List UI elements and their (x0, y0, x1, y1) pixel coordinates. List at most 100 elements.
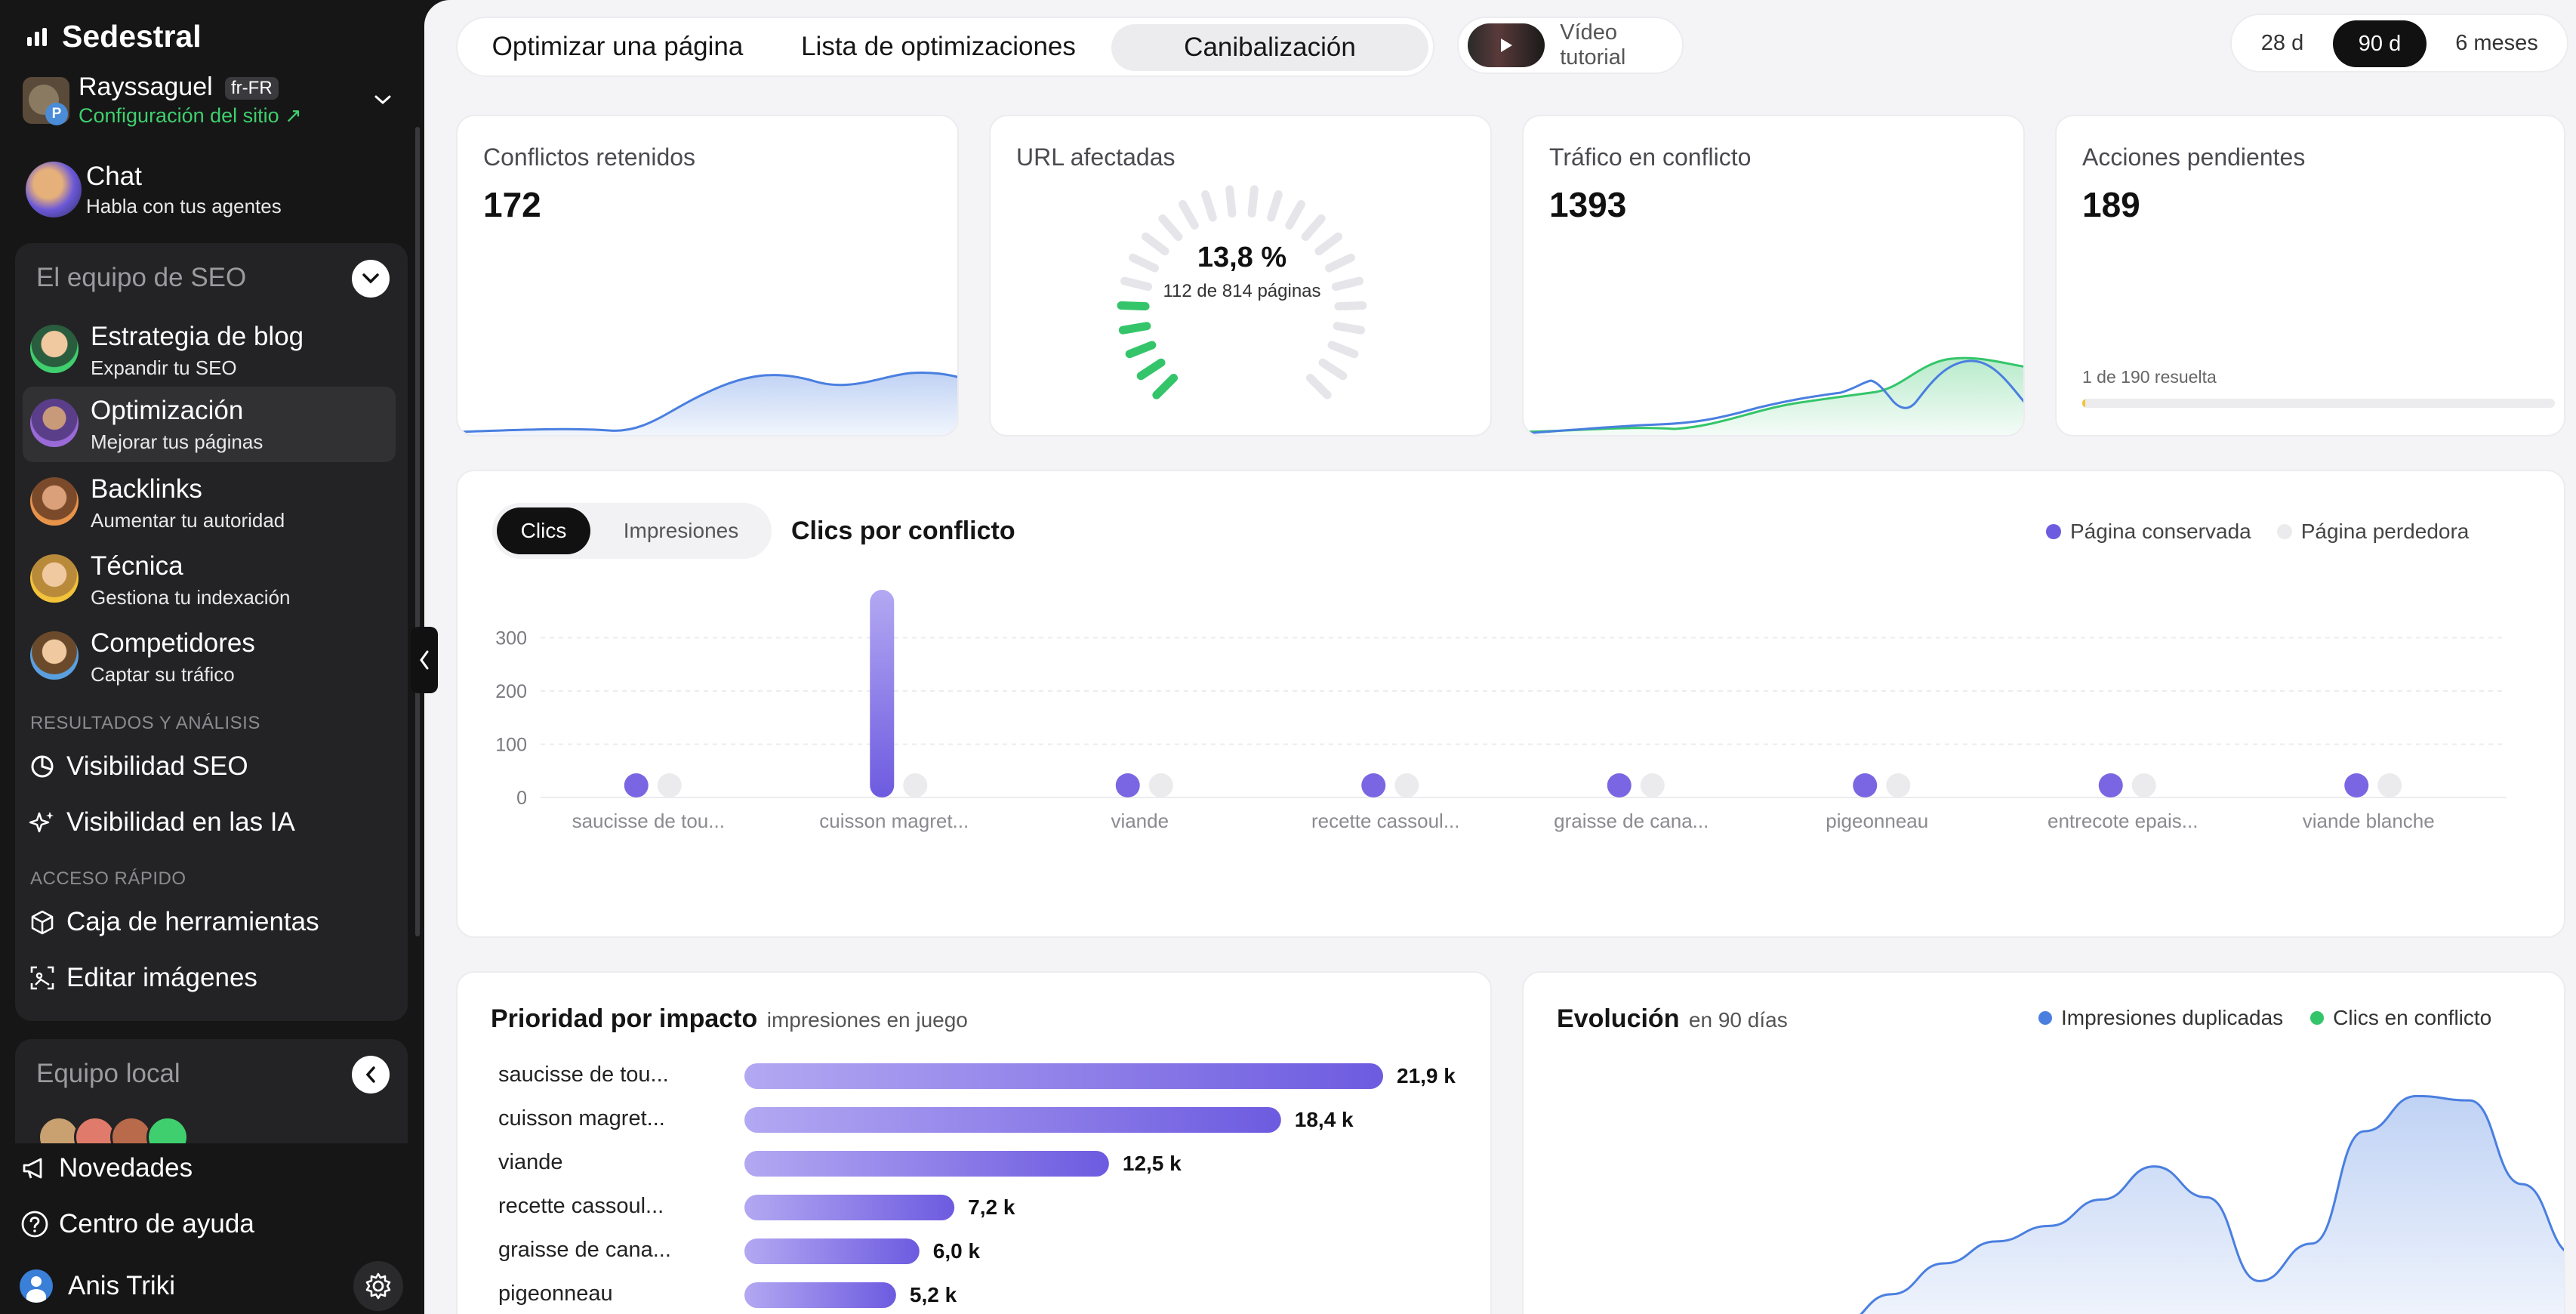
help-center-label: Centro de ayuda (59, 1209, 254, 1238)
impressions-line (1860, 1094, 2564, 1314)
quick-section-title: ACCESO RÁPIDO (30, 868, 186, 889)
sidebar-item-edit-images[interactable]: Editar imágenes (29, 959, 391, 997)
priority-bar (744, 1107, 1281, 1133)
sidebar-item-competitors[interactable]: Competidores Captar su tráfico (20, 621, 403, 693)
agent-avatar (30, 399, 79, 447)
y-tick-label: 0 (516, 788, 527, 809)
play-icon (1501, 39, 1513, 52)
help-circle-icon (21, 1211, 48, 1238)
kpi-sparkline (1524, 356, 2023, 435)
locale-badge: fr-FR (225, 77, 279, 100)
logo-bars-icon (27, 28, 47, 46)
tab-optimize-page[interactable]: Optimizar una página (491, 32, 744, 61)
sidebar-item-backlinks[interactable]: Backlinks Aumentar tu autoridad (20, 467, 403, 539)
gauge-tick (1152, 374, 1178, 399)
x-tick-label: pigeonneau (1826, 810, 1928, 832)
priority-row-label: saucisse de tou... (498, 1063, 669, 1087)
period-90d[interactable]: 90 d (2333, 20, 2427, 67)
clicks-bar-chart: 0 100 200 300 saucisse de tou... cuisson magr… (495, 590, 2507, 832)
priority-row-value: 18,4 k (1295, 1108, 1354, 1131)
legend-dot-clicks (2310, 1011, 2325, 1025)
site-config-link[interactable]: Configuración del sitio ↗ (79, 104, 302, 127)
gauge-tick (1247, 185, 1259, 218)
help-center-link[interactable]: Centro de ayuda (20, 1205, 382, 1243)
priority-row-label: recette cassoul... (498, 1194, 664, 1218)
sidebar-item-optimization[interactable]: Optimización Mejorar tus páginas (23, 387, 396, 462)
agent-subtitle: Aumentar tu autoridad (91, 509, 285, 532)
sidebar-collapse-handle[interactable] (411, 627, 438, 693)
kpi-card-conflicts: Conflictos retenidos 172 (456, 115, 959, 436)
priority-header: Prioridad por impacto impresiones en jue… (491, 1004, 968, 1034)
priority-bar (744, 1282, 896, 1308)
priority-row-value: 5,2 k (910, 1283, 957, 1306)
user-menu[interactable]: Anis Triki (20, 1267, 352, 1305)
priority-row-label: viande (498, 1150, 562, 1174)
bar-lost (1394, 773, 1419, 797)
sidebar-item-ai-visibility[interactable]: Visibilidad en las IA (29, 804, 391, 841)
sidebar: Sedestral P Rayssaguel fr-FR Configuraci… (0, 0, 424, 1314)
gauge-tick (1118, 322, 1151, 335)
video-tutorial-label: Vídeo tutorial (1560, 20, 1626, 69)
gauge-tick (1120, 276, 1153, 291)
agent-subtitle: Mejorar tus páginas (91, 430, 263, 453)
period-6m[interactable]: 6 meses (2455, 30, 2538, 55)
kpi-card-actions: Acciones pendientes 189 1 de 190 resuelt… (2055, 115, 2565, 436)
clicks-chart-card: Clics Impresiones Clics por conflicto Pá… (456, 470, 2565, 938)
bar-kept (2344, 773, 2369, 797)
site-selector[interactable]: P Rayssaguel fr-FR Configuración del sit… (20, 72, 402, 133)
video-tutorial-button[interactable]: Vídeo tutorial (1457, 17, 1684, 74)
toggle-impressions[interactable]: Impresiones (623, 519, 739, 542)
gauge-tick (1267, 190, 1283, 222)
gauge-tick (1314, 232, 1342, 256)
user-avatar (20, 1269, 53, 1303)
x-tick-label: cuisson magret... (819, 810, 969, 832)
chevron-down-icon[interactable] (373, 92, 393, 107)
period-28d[interactable]: 28 d (2260, 30, 2304, 55)
news-link[interactable]: Novedades (20, 1149, 382, 1187)
agent-avatar (30, 631, 79, 680)
progress-fill (2082, 399, 2085, 408)
kpi-value: 189 (2082, 185, 2140, 224)
bar-kept (1361, 773, 1386, 797)
seo-team-collapse-button[interactable] (352, 260, 390, 298)
local-team-expand-button[interactable] (352, 1056, 390, 1093)
tab-optimization-list[interactable]: Lista de optimizaciones (801, 32, 1076, 61)
x-tick-label: viande blanche (2303, 810, 2435, 832)
sidebar-item-blog[interactable]: Estrategia de blog Expandir tu SEO (20, 314, 403, 387)
legend-label-clicks: Clics en conflicto (2333, 1006, 2492, 1029)
sidebar-item-technical[interactable]: Técnica Gestiona tu indexación (20, 544, 403, 616)
main-content: Optimizar una página Lista de optimizaci… (424, 0, 2576, 1314)
agent-title: Competidores (91, 628, 255, 658)
sidebar-item-seo-visibility[interactable]: Visibilidad SEO (29, 748, 391, 785)
tab-cannibalization[interactable]: Canibalización (1111, 24, 1428, 71)
priority-title: Prioridad por impacto (491, 1004, 758, 1033)
gauge-percent: 13,8 % (1197, 242, 1287, 273)
kpi-label: URL afectadas (1016, 143, 1176, 171)
agent-subtitle: Expandir tu SEO (91, 356, 237, 379)
local-team-title: Equipo local (36, 1059, 180, 1088)
toggle-clicks[interactable]: Clics (497, 507, 590, 554)
kpi-value: 1393 (1549, 185, 1627, 224)
priority-bar (744, 1238, 920, 1264)
priority-row-label: graisse de cana... (498, 1238, 671, 1262)
priority-row-label: cuisson magret... (498, 1106, 665, 1130)
sidebar-scrollbar[interactable] (415, 127, 420, 936)
url-gauge (1117, 185, 1367, 399)
kpi-card-urls: URL afectadas 13,8 % 112 de 814 páginas (989, 115, 1492, 436)
bar-lost (903, 773, 928, 797)
sidebar-item-toolbox[interactable]: Caja de herramientas (29, 903, 391, 941)
app-logo: Sedestral (24, 19, 202, 54)
results-section-title: RESULTADOS Y ANÁLISIS (30, 713, 260, 733)
video-thumbnail (1468, 23, 1545, 67)
bar-kept (1607, 773, 1632, 797)
settings-button[interactable] (353, 1261, 403, 1311)
gauge-tick (1225, 185, 1237, 218)
chat-item[interactable]: Chat Habla con tus agentes (20, 156, 402, 224)
priority-row-label: pigeonneau (498, 1282, 613, 1306)
bar-kept (1853, 773, 1878, 797)
gauge-tick (1142, 232, 1169, 256)
pie-chart-icon (31, 755, 54, 778)
image-edit-icon (30, 966, 54, 990)
gauge-tick (1325, 253, 1355, 273)
seo-team-panel: El equipo de SEO Estrategia de blog Expa… (15, 243, 408, 1021)
